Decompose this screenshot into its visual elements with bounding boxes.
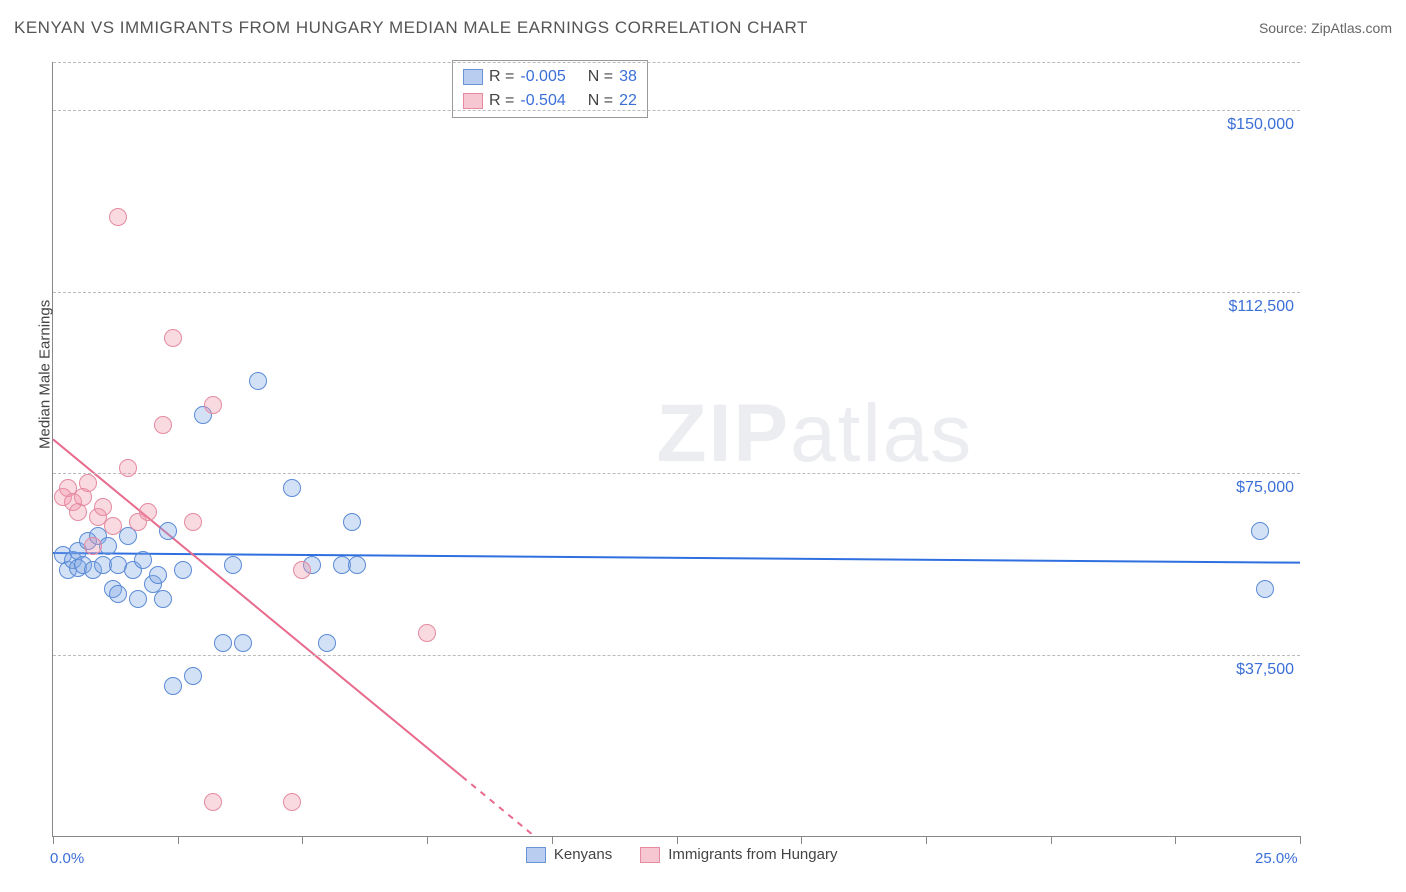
scatter-point-kenyans: [129, 590, 147, 608]
x-tick: [1300, 836, 1301, 844]
legend: Kenyans Immigrants from Hungary: [526, 846, 838, 863]
scatter-point-hungary: [418, 624, 436, 642]
y-tick-label: $112,500: [1228, 298, 1294, 316]
y-tick-label: $37,500: [1236, 661, 1294, 679]
trendline-hungary-dashed: [462, 776, 652, 836]
chart-header: KENYAN VS IMMIGRANTS FROM HUNGARY MEDIAN…: [14, 18, 1392, 38]
scatter-point-hungary: [139, 503, 157, 521]
scatter-point-hungary: [164, 329, 182, 347]
scatter-point-kenyans: [184, 667, 202, 685]
scatter-point-hungary: [184, 513, 202, 531]
x-tick: [1051, 836, 1052, 844]
y-tick-label: $75,000: [1236, 479, 1294, 497]
x-tick: [801, 836, 802, 844]
gridline-h: [53, 292, 1300, 293]
scatter-point-kenyans: [109, 585, 127, 603]
scatter-point-hungary: [154, 416, 172, 434]
legend-item-hungary: Immigrants from Hungary: [640, 846, 837, 863]
trendlines-overlay: [53, 62, 1300, 836]
x-axis-min-label: 0.0%: [50, 850, 84, 867]
scatter-point-kenyans: [164, 677, 182, 695]
scatter-point-kenyans: [149, 566, 167, 584]
x-tick: [1175, 836, 1176, 844]
scatter-point-kenyans: [159, 522, 177, 540]
stat-n-label: N =: [588, 65, 613, 89]
scatter-point-kenyans: [134, 551, 152, 569]
watermark-bold: ZIP: [657, 388, 791, 479]
scatter-point-kenyans: [283, 479, 301, 497]
gridline-h: [53, 62, 1300, 63]
scatter-point-hungary: [109, 208, 127, 226]
scatter-point-kenyans: [224, 556, 242, 574]
x-tick: [552, 836, 553, 844]
gridline-h: [53, 473, 1300, 474]
scatter-point-hungary: [283, 793, 301, 811]
scatter-point-kenyans: [249, 372, 267, 390]
x-tick: [302, 836, 303, 844]
legend-swatch-kenyans: [526, 847, 546, 863]
stat-r-value: -0.005: [520, 65, 565, 89]
x-tick: [178, 836, 179, 844]
scatter-point-kenyans: [154, 590, 172, 608]
scatter-point-hungary: [84, 537, 102, 555]
legend-label: Immigrants from Hungary: [668, 846, 837, 863]
watermark-text: ZIPatlas: [657, 387, 974, 481]
x-tick: [53, 836, 54, 844]
watermark-light: atlas: [790, 388, 973, 479]
scatter-point-kenyans: [234, 634, 252, 652]
y-axis-label: Median Male Earnings: [37, 300, 54, 449]
correlation-stats-box: R =-0.005N =38R =-0.504N =22: [452, 60, 648, 118]
trendline-hungary: [53, 439, 462, 776]
legend-item-kenyans: Kenyans: [526, 846, 612, 863]
scatter-point-hungary: [104, 517, 122, 535]
scatter-point-hungary: [293, 561, 311, 579]
scatter-point-kenyans: [1256, 580, 1274, 598]
scatter-point-hungary: [204, 793, 222, 811]
swatch-hungary: [463, 93, 483, 109]
scatter-point-kenyans: [214, 634, 232, 652]
scatter-point-kenyans: [348, 556, 366, 574]
x-tick: [427, 836, 428, 844]
scatter-plot-area: Median Male Earnings ZIPatlas R =-0.005N…: [52, 62, 1300, 837]
swatch-kenyans: [463, 69, 483, 85]
stat-n-value: 38: [619, 65, 637, 89]
legend-swatch-hungary: [640, 847, 660, 863]
chart-title: KENYAN VS IMMIGRANTS FROM HUNGARY MEDIAN…: [14, 18, 808, 38]
scatter-point-hungary: [79, 474, 97, 492]
scatter-point-kenyans: [174, 561, 192, 579]
scatter-point-hungary: [94, 498, 112, 516]
x-axis-max-label: 25.0%: [1255, 850, 1298, 867]
gridline-h: [53, 110, 1300, 111]
y-tick-label: $150,000: [1227, 116, 1294, 134]
scatter-point-hungary: [204, 396, 222, 414]
gridline-h: [53, 655, 1300, 656]
source-attribution: Source: ZipAtlas.com: [1259, 20, 1392, 36]
scatter-point-hungary: [119, 459, 137, 477]
scatter-point-kenyans: [318, 634, 336, 652]
x-tick: [926, 836, 927, 844]
stats-row-kenyans: R =-0.005 N =38: [463, 65, 637, 89]
x-tick: [677, 836, 678, 844]
stat-r-label: R =: [489, 65, 514, 89]
scatter-point-kenyans: [1251, 522, 1269, 540]
scatter-point-kenyans: [343, 513, 361, 531]
legend-label: Kenyans: [554, 846, 612, 863]
